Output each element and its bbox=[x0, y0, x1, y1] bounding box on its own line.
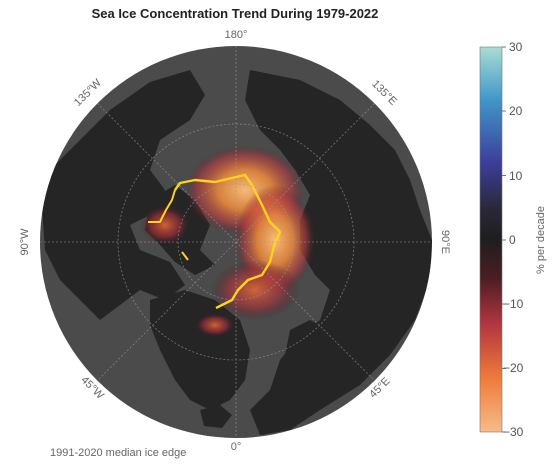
colorbar-label: % per decade bbox=[535, 206, 547, 274]
land-scandinavia bbox=[285, 320, 340, 395]
colorbar-ticks bbox=[502, 46, 506, 433]
lon-label-0: 0° bbox=[231, 441, 242, 453]
colorbar-tick-30: 30 bbox=[509, 40, 523, 54]
median-ice-edge-line-west bbox=[148, 189, 176, 223]
median-ice-edge-line bbox=[174, 173, 282, 310]
colorbar bbox=[479, 46, 503, 433]
trend-shading-beaufort bbox=[140, 205, 190, 245]
colorbar-tick-minus10: −10 bbox=[503, 297, 524, 311]
lon-label-180: 180° bbox=[225, 29, 248, 41]
colorbar-tick-20: 20 bbox=[509, 104, 523, 118]
graticule bbox=[40, 46, 432, 438]
land-iceland bbox=[200, 405, 232, 428]
trend-shading-barents bbox=[210, 260, 300, 320]
colorbar-tick-minus20: −20 bbox=[503, 361, 524, 375]
lon-label-90e: 90°E bbox=[439, 230, 451, 254]
colorbar-tick-10: 10 bbox=[509, 169, 523, 183]
colorbar-tick-minus30: −30 bbox=[503, 425, 524, 439]
lon-label-90w: 90°W bbox=[19, 228, 31, 256]
land-eurasia bbox=[245, 70, 432, 435]
land-north-america bbox=[40, 70, 205, 320]
ice-edge-legend-note: 1991-2020 median ice edge bbox=[50, 447, 187, 459]
median-ice-edge-line-fragment bbox=[181, 251, 189, 261]
colorbar-tick-0: 0 bbox=[509, 233, 516, 247]
trend-shading-greenland-sea bbox=[195, 313, 235, 337]
map-title: Sea Ice Concentration Trend During 1979-… bbox=[91, 6, 379, 21]
